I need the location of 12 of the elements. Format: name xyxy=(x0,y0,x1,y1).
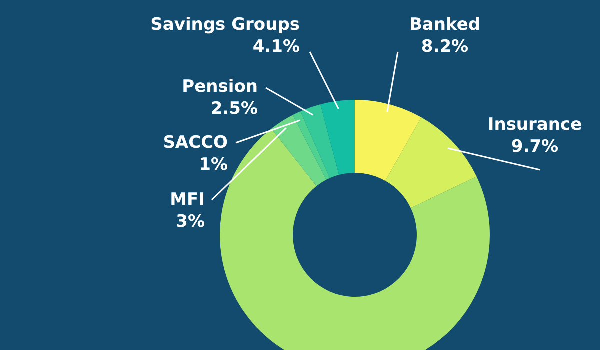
data-label: 3% xyxy=(176,212,205,232)
data-label: 9.7% xyxy=(511,137,559,157)
slice-label: Banked xyxy=(409,15,481,35)
slice-label: Insurance xyxy=(488,115,582,135)
slice-label: MFI xyxy=(170,190,205,210)
slice-label: SACCO xyxy=(163,133,228,153)
data-label: 1% xyxy=(199,155,228,175)
data-label: 4.1% xyxy=(252,37,300,57)
data-label: 2.5% xyxy=(210,99,258,119)
data-label: 8.2% xyxy=(421,37,469,57)
slice-label: Pension xyxy=(182,77,258,97)
slice-label: Savings Groups xyxy=(150,15,300,35)
